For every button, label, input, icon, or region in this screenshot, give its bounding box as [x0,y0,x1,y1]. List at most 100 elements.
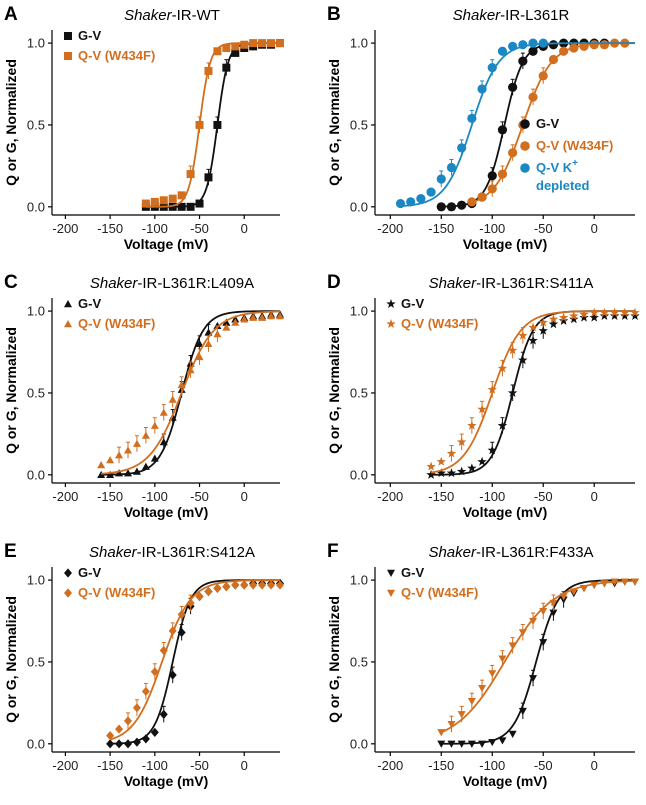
data-point [213,330,222,338]
data-point [240,580,249,590]
data-point [124,716,132,726]
x-tick-label: 0 [241,758,248,773]
x-tick-label: -100 [142,221,168,236]
panel-letter: D [327,272,341,293]
y-axis-label: Q or G, Normalized [326,596,342,723]
data-point [168,194,177,203]
data-point [258,580,267,590]
data-point [477,456,487,466]
series-g-v [426,310,640,479]
data-point [579,309,589,319]
data-point [186,170,195,179]
data-point [599,40,610,50]
data-point [478,684,487,693]
data-point [240,315,249,323]
panel-letter: B [327,4,341,25]
legend-marker [386,319,396,328]
legend-marker [387,569,395,577]
data-point [549,609,558,617]
panel-title-rest: -IR-L361R [500,7,569,24]
y-axis-label: Q or G, Normalized [326,59,342,186]
y-tick-label: 0.0 [350,736,368,751]
data-point [569,588,578,596]
chart-panel-b: B Shaker-IR-L361R 0.0 0.5 1.0 -200 -150 -100 -50… [326,4,636,252]
legend-superscript: + [572,158,578,169]
data-point [258,313,267,321]
x-tick-label: -150 [428,489,454,504]
legend-marker [64,320,72,328]
data-point [620,311,630,321]
y-tick-label: 0.5 [350,654,368,669]
data-point [267,39,276,48]
data-point [115,451,124,459]
data-point [507,388,518,397]
data-point [150,727,159,737]
data-point [195,352,204,361]
y-axis-label: Q or G, Normalized [3,327,19,454]
data-point [518,330,528,340]
panel-letter: A [4,4,18,25]
y-tick-label: 0.5 [27,117,45,132]
x-axis-label: Voltage (mV) [124,504,209,520]
x-tick-label: -200 [377,758,403,773]
y-tick-label: 1.0 [27,36,45,51]
legend-label: depleted [536,178,590,193]
chart-panel-a: A Shaker-IR-WT 0.0 0.5 1.0 -200 -150 -100 -50 0 Vo… [3,4,284,252]
data-point [437,729,446,737]
data-point [548,40,559,50]
chart-panel-e: E Shaker-IR-L361R:S412A 0.0 0.5 1.0 -200 -150 -… [3,541,284,789]
data-point [630,307,640,317]
x-axis-label: Voltage (mV) [124,236,209,252]
data-point [488,670,497,678]
data-point [620,307,630,317]
data-point [222,44,231,53]
data-point [204,66,213,75]
data-point [528,335,538,345]
data-point [447,720,456,729]
legend-marker [520,119,530,129]
data-point [186,366,195,374]
legend-marker [64,588,72,598]
data-point [599,307,610,317]
data-point [177,609,186,620]
data-point [487,445,497,455]
data-point [141,686,150,697]
legend-marker [64,568,72,578]
x-tick-label: -50 [534,489,553,504]
legend-label: G-V [78,296,101,311]
data-point [106,739,115,749]
legend-marker [386,299,396,308]
data-point [478,740,487,748]
data-point [258,39,267,48]
data-point [539,608,548,616]
data-point [231,42,240,51]
fit-curve [441,579,636,745]
data-point [559,46,569,56]
data-point [446,162,457,173]
x-tick-label: -200 [377,489,403,504]
data-point [213,120,222,129]
panel-title-italic: Shaker [124,7,173,24]
x-tick-label: -50 [190,758,209,773]
panel-title-rest: -IR-L361R:S411A [476,275,593,292]
legend-label: G-V [78,565,101,580]
panel-title-italic: Shaker [428,544,477,561]
data-point [436,202,446,212]
data-point [467,698,476,706]
data-point [204,586,213,597]
data-point [518,355,528,365]
data-point [467,463,477,473]
data-point [177,191,186,200]
x-tick-label: -150 [97,758,123,773]
data-point [467,740,476,748]
data-point [106,456,115,464]
data-point [446,468,457,478]
data-point [195,591,204,602]
data-point [477,404,487,414]
x-tick-label: -150 [97,489,123,504]
data-point [630,311,640,321]
panel-title-italic: Shaker [89,544,138,561]
data-point [580,585,589,593]
data-point [467,113,477,124]
data-point [559,593,568,601]
